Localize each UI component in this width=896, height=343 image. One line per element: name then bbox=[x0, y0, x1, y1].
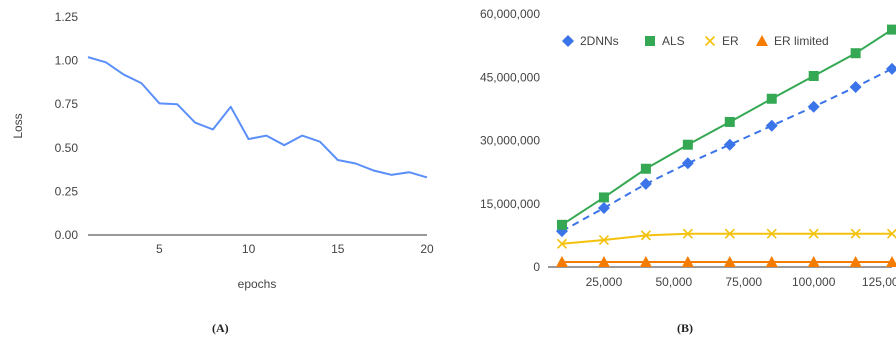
loss-series-line bbox=[87, 56, 428, 179]
series-2dnns-line bbox=[561, 67, 893, 233]
series-er-limited-point bbox=[681, 255, 694, 267]
x-tick-label: 100,000 bbox=[792, 275, 836, 289]
x-tick-label: 5 bbox=[156, 242, 163, 256]
y-tick-label: 15,000,000 bbox=[480, 197, 540, 211]
series-er-point-stroke bbox=[808, 228, 819, 239]
series-er-point bbox=[598, 234, 610, 246]
y-tick-label: 60,000,000 bbox=[480, 7, 540, 21]
series-er-point-stroke bbox=[724, 228, 735, 239]
scaling-chart: 0 15,000,000 30,000,000 45,000,000 60,000,00… bbox=[480, 7, 896, 289]
series-2dnns-point bbox=[681, 157, 694, 170]
series-er-point bbox=[640, 230, 651, 241]
series-er-point bbox=[886, 228, 896, 239]
legend-2dnns-label: 2DNNs bbox=[580, 34, 619, 48]
panel-b-label: (B) bbox=[677, 321, 693, 335]
series-er-point-stroke bbox=[886, 228, 896, 239]
series-als-point bbox=[682, 139, 693, 150]
series-er-limited-point bbox=[849, 255, 862, 267]
series-er-limited-point bbox=[597, 255, 610, 267]
y-tick-label: 0.75 bbox=[55, 97, 79, 111]
series-er-limited bbox=[555, 255, 896, 267]
legend-als-label: ALS bbox=[662, 34, 685, 48]
legend-als-marker bbox=[645, 36, 655, 46]
x-tick-label: 50,000 bbox=[656, 275, 693, 289]
legend: 2DNNs ALS ER ER limited bbox=[562, 34, 829, 48]
x-tick-label: 15 bbox=[331, 242, 345, 256]
series-er-point-stroke bbox=[682, 228, 693, 239]
series-er-point bbox=[850, 228, 861, 239]
x-tick-label: 20 bbox=[420, 242, 434, 256]
series-als bbox=[556, 24, 896, 230]
series-er-point bbox=[682, 228, 693, 239]
series-als-point bbox=[887, 24, 896, 35]
series-als-point bbox=[724, 116, 735, 127]
series-er-point-stroke bbox=[640, 230, 651, 241]
series-2dnns-point bbox=[765, 119, 778, 132]
x-axis-title: epochs bbox=[238, 277, 277, 291]
series-er-limited-point bbox=[886, 255, 896, 267]
series-er-point-stroke bbox=[766, 228, 777, 239]
series-2dnns-point bbox=[723, 138, 736, 151]
x-tick-label: 75,000 bbox=[725, 275, 762, 289]
series-er-point bbox=[808, 228, 819, 239]
y-tick-label: 0.25 bbox=[55, 184, 79, 198]
series-als-point bbox=[766, 93, 777, 104]
series-2dnns bbox=[555, 62, 896, 238]
loss-chart: 0.00 0.25 0.50 0.75 1.00 1.25 5 10 15 20 epochs Los… bbox=[11, 10, 434, 291]
series-er-point bbox=[766, 228, 777, 239]
series-er-line bbox=[561, 232, 892, 245]
legend-er-limited-marker bbox=[756, 35, 768, 46]
series-er-limited-point bbox=[765, 255, 778, 267]
x-tick-label: 25,000 bbox=[586, 275, 623, 289]
series-er-limited-point bbox=[723, 255, 736, 267]
x-tick-label: 125,000 bbox=[862, 275, 896, 289]
series-als-point bbox=[808, 70, 819, 81]
y-tick-label: 45,000,000 bbox=[480, 70, 540, 84]
legend-er-marker bbox=[704, 35, 716, 47]
series-er-point-stroke bbox=[850, 228, 861, 239]
y-tick-label: 1.00 bbox=[55, 54, 79, 68]
series-2dnns-point bbox=[639, 177, 652, 190]
x-tick-label: 10 bbox=[242, 242, 256, 256]
series-er-limited-point bbox=[807, 255, 820, 267]
series-er-limited-point bbox=[555, 255, 568, 267]
legend-er-marker-stroke bbox=[704, 35, 716, 47]
series-als-point bbox=[640, 163, 651, 174]
series-als-point bbox=[598, 192, 609, 203]
series-2dnns-point bbox=[886, 62, 896, 75]
series-als-point bbox=[850, 48, 861, 59]
series-2dnns-point bbox=[597, 201, 610, 214]
y-tick-label: 0 bbox=[533, 260, 540, 274]
series-als-line bbox=[561, 28, 893, 226]
series-er-limited-point bbox=[639, 255, 652, 267]
y-tick-label: 0.00 bbox=[55, 228, 79, 242]
y-axis-title: Loss bbox=[11, 113, 25, 138]
series-er-point-stroke bbox=[556, 238, 568, 249]
y-tick-label: 30,000,000 bbox=[480, 134, 540, 148]
series-2dnns-point bbox=[849, 80, 862, 93]
series-2dnns-point bbox=[807, 100, 820, 113]
legend-er-label: ER bbox=[722, 34, 739, 48]
series-er bbox=[556, 228, 896, 249]
series-er-point-stroke bbox=[598, 234, 610, 246]
legend-er-limited-label: ER limited bbox=[774, 34, 829, 48]
series-er-point bbox=[556, 238, 568, 249]
y-tick-label: 1.25 bbox=[55, 10, 79, 24]
series-als-point bbox=[556, 219, 567, 230]
y-tick-label: 0.50 bbox=[55, 141, 79, 155]
panel-a-label: (A) bbox=[212, 321, 229, 335]
legend-2dnns-marker bbox=[562, 35, 574, 47]
series-er-point bbox=[724, 228, 735, 239]
